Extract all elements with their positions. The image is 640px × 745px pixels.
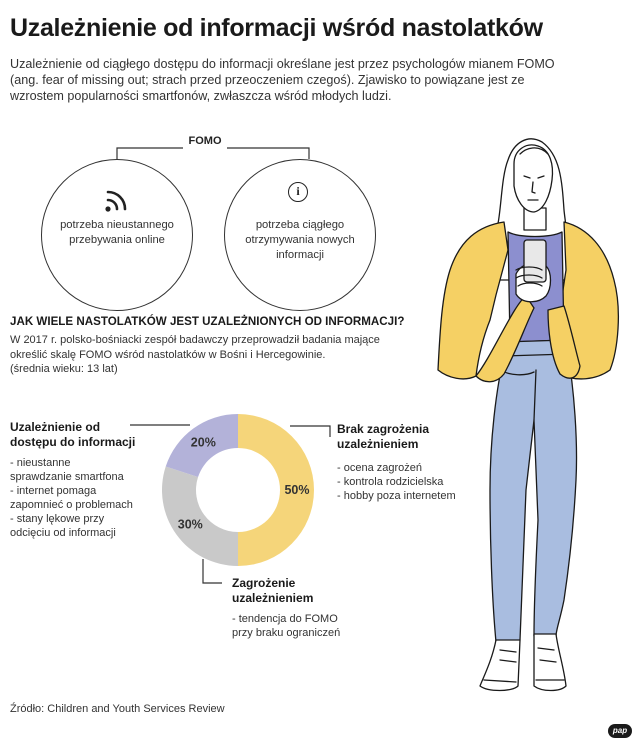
fomo-label: FOMO [188, 135, 222, 147]
segment-title-line: uzależnieniem [232, 591, 314, 605]
intro-paragraph: Uzależnienie od ciągłego dostępu do info… [10, 57, 555, 103]
segment-title-line: Uzależnienie od [10, 420, 101, 434]
donut-slice [238, 414, 314, 566]
desc-line: określić skalę FOMO wśród nastolatków w … [10, 348, 326, 361]
teenager-with-smartphone-illustration [437, 138, 620, 692]
segment-list: - ocena zagrożeń - kontrola rodzicielska… [337, 461, 467, 503]
segment-title-line: Zagrożenie [232, 576, 296, 590]
fomo-circle-online: potrzeba nieustannego przebywania online [41, 159, 193, 311]
segment-title-line: dostępu do informacji [10, 435, 136, 449]
slice-percent-label: 50% [284, 483, 309, 497]
slice-percent-label: 20% [191, 435, 216, 449]
segment-list: - tendencja do FOMO przy braku ograniczeń [232, 612, 362, 640]
pap-logo: pap [608, 724, 632, 738]
info-icon: i [288, 182, 308, 202]
segment-list: - nieustanne sprawdzanie smartfona - inte… [10, 456, 160, 540]
segment-addicted: Uzależnienie od dostępu do informacji - … [10, 420, 160, 540]
list-item: - ocena zagrożeń [337, 462, 422, 474]
list-item: - tendencja do FOMO przy braku ograniczeń [232, 613, 341, 639]
wifi-signal-icon [105, 190, 127, 212]
segment-title-line: Brak zagrożenia [337, 422, 430, 436]
list-item: - kontrola rodzicielska [337, 476, 444, 488]
segment-no-risk: Brak zagrożenia uzależnieniem - ocena za… [337, 422, 467, 503]
circle-line: informacji [276, 249, 324, 261]
donut-chart: 50% 30% 20% [162, 414, 314, 566]
circle-line: potrzeba ciągłego [255, 219, 345, 231]
section-description: W 2017 r. polsko-bośniacki zespół badawc… [10, 333, 390, 377]
slice-percent-label: 30% [178, 518, 203, 532]
segment-title-line: uzależnieniem [337, 437, 419, 451]
desc-line: (średnia wieku: 13 lat) [10, 363, 118, 375]
circle-line: potrzeba nieustannego [60, 219, 174, 231]
donut-slice [162, 466, 238, 566]
segment-at-risk: Zagrożenie uzależnieniem - tendencja do … [232, 576, 362, 640]
circle-line: otrzymywania nowych [245, 234, 355, 246]
segment-title: Brak zagrożenia uzależnieniem [337, 422, 467, 452]
circle-text-online: potrzeba nieustannego przebywania online [42, 218, 192, 248]
segment-title: Uzależnienie od dostępu do informacji [10, 420, 160, 450]
list-item: - nieustanne sprawdzanie smartfona [10, 457, 124, 483]
circle-line: przebywania online [69, 234, 165, 246]
circle-text-information: potrzeba ciągłego otrzymywania nowych in… [225, 218, 375, 263]
segment-title: Zagrożenie uzależnieniem [232, 576, 362, 606]
page-title: Uzależnienie od informacji wśród nastola… [10, 14, 543, 42]
donut-slice [165, 414, 238, 478]
source-note: Źródło: Children and Youth Services Revi… [10, 703, 225, 715]
section-heading: JAK WIELE NASTOLATKÓW JEST UZALEŻNIONYCH… [10, 315, 405, 328]
list-item: - stany lękowe przy odcięciu od informacj… [10, 513, 116, 539]
list-item: - internet pomaga zapomnieć o problemach [10, 485, 133, 511]
list-item: - hobby poza internetem [337, 490, 456, 502]
desc-line: W 2017 r. polsko-bośniacki zespół badawc… [10, 334, 380, 346]
fomo-circle-information: i potrzeba ciągłego otrzymywania nowych … [224, 159, 376, 311]
